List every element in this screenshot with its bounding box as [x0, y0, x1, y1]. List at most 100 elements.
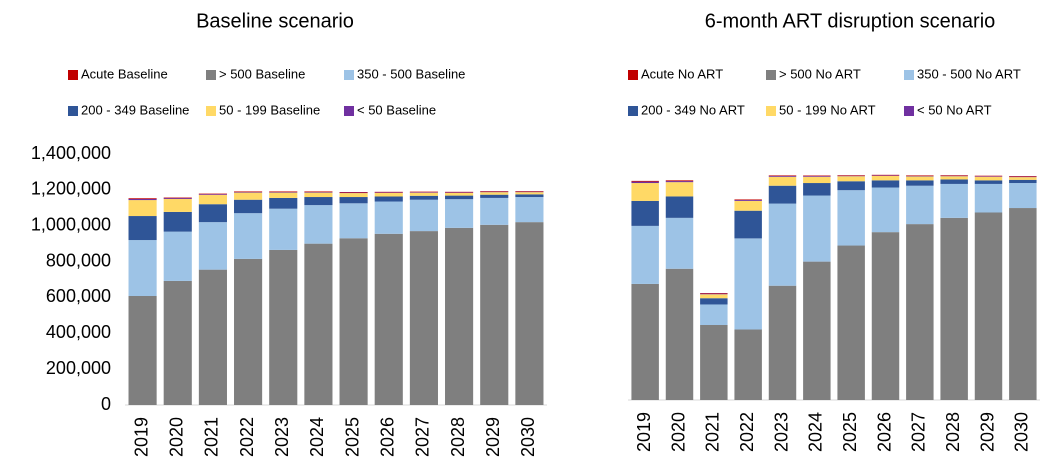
- legend-label: Acute No ART: [641, 66, 723, 81]
- x-tick-label: 2022: [237, 417, 257, 457]
- bar-segment: [631, 183, 659, 201]
- bar-segment: [837, 175, 865, 177]
- bar-segment: [906, 224, 934, 400]
- x-tick-label: 2024: [307, 417, 327, 457]
- bar-segment: [837, 176, 865, 182]
- bar-segment: [409, 195, 438, 200]
- bar-segment: [480, 224, 509, 405]
- legend-label: Acute Baseline: [81, 66, 168, 81]
- bar-segment: [234, 213, 263, 259]
- bar-segment: [339, 238, 368, 405]
- bar-segment: [700, 298, 728, 305]
- bar-segment: [974, 183, 1003, 213]
- bar-segment: [734, 199, 762, 200]
- bar-segment: [906, 175, 934, 177]
- bar-segment: [515, 191, 544, 193]
- legend-swatch: [68, 70, 78, 80]
- bar-segment: [700, 294, 728, 299]
- legend-swatch: [766, 106, 776, 116]
- x-tick-label: 2030: [1012, 412, 1032, 452]
- legend-swatch: [206, 106, 216, 116]
- bar-segment: [940, 217, 968, 400]
- bar-segment: [339, 197, 368, 204]
- legend-label: < 50 Baseline: [357, 102, 436, 117]
- legend-label: > 500 Baseline: [219, 66, 305, 81]
- bar-segment: [304, 197, 333, 206]
- legend-label: 350 - 500 Baseline: [357, 66, 465, 81]
- bar-segment: [163, 231, 192, 281]
- y-tick-label: 400,000: [46, 322, 111, 342]
- bar-segment: [304, 205, 333, 244]
- y-tick-label: 200,000: [46, 358, 111, 378]
- bar-segment: [515, 192, 544, 195]
- legend-swatch: [628, 70, 638, 80]
- bar-segment: [269, 197, 298, 209]
- legend-label: > 500 No ART: [779, 66, 861, 81]
- bar-segment: [974, 180, 1003, 184]
- x-tick-label: 2020: [668, 412, 688, 452]
- bar-segment: [906, 180, 934, 186]
- legend-label: 200 - 349 Baseline: [81, 102, 189, 117]
- bar-segment: [871, 232, 900, 400]
- legend-swatch: [68, 106, 78, 116]
- bar-segment: [768, 203, 797, 286]
- bar-segment: [940, 176, 968, 180]
- x-tick-label: 2028: [448, 417, 468, 457]
- bar-segment: [198, 194, 227, 205]
- x-tick-label: 2022: [737, 412, 757, 452]
- bar-segment: [234, 258, 263, 405]
- bar-segment: [445, 227, 474, 405]
- chart-title: Baseline scenario: [196, 10, 354, 32]
- bar-segment: [339, 193, 368, 198]
- bar-segment: [700, 304, 728, 325]
- bar-segment: [734, 329, 762, 400]
- bar-segment: [631, 181, 659, 184]
- bar-segment: [128, 216, 157, 241]
- bar-segment: [445, 191, 474, 193]
- bar-segment: [906, 175, 934, 176]
- bar-segment: [128, 200, 157, 217]
- bar-segment: [974, 175, 1003, 177]
- bar-segment: [837, 190, 865, 246]
- bar-segment: [198, 193, 227, 195]
- bar-segment: [304, 191, 333, 193]
- x-tick-label: 2021: [703, 412, 723, 452]
- bar-segment: [515, 191, 544, 192]
- legend-swatch: [904, 70, 914, 80]
- bar-segment: [339, 203, 368, 239]
- x-tick-label: 2023: [272, 417, 292, 457]
- bar-segment: [269, 208, 298, 250]
- bar-segment: [734, 238, 762, 330]
- bar-segment: [665, 196, 694, 218]
- bar-segment: [768, 185, 797, 204]
- bar-segment: [198, 194, 227, 195]
- legend-swatch: [628, 106, 638, 116]
- bar-segment: [234, 192, 263, 193]
- x-tick-label: 2025: [342, 417, 362, 457]
- bar-segment: [940, 175, 968, 176]
- bar-segment: [665, 268, 694, 400]
- x-tick-label: 2019: [634, 412, 654, 452]
- bar-segment: [269, 249, 298, 405]
- bar-segment: [768, 175, 797, 176]
- bar-segment: [374, 233, 403, 405]
- bar-segment: [163, 280, 192, 405]
- legend-label: 350 - 500 No ART: [917, 66, 1021, 81]
- bar-segment: [234, 192, 263, 200]
- bar-segment: [1009, 179, 1037, 184]
- bar-segment: [700, 293, 728, 294]
- bar-segment: [871, 174, 900, 176]
- bar-segment: [128, 199, 157, 201]
- bar-segment: [515, 197, 544, 223]
- y-tick-label: 0: [101, 394, 111, 414]
- bar-segment: [163, 198, 192, 200]
- bar-segment: [163, 199, 192, 212]
- bar-segment: [163, 211, 192, 232]
- bar-segment: [665, 180, 694, 182]
- bar-segment: [409, 199, 438, 232]
- bar-segment: [374, 192, 403, 193]
- bar-segment: [940, 183, 968, 218]
- bar-segment: [803, 175, 831, 177]
- bar-segment: [871, 187, 900, 233]
